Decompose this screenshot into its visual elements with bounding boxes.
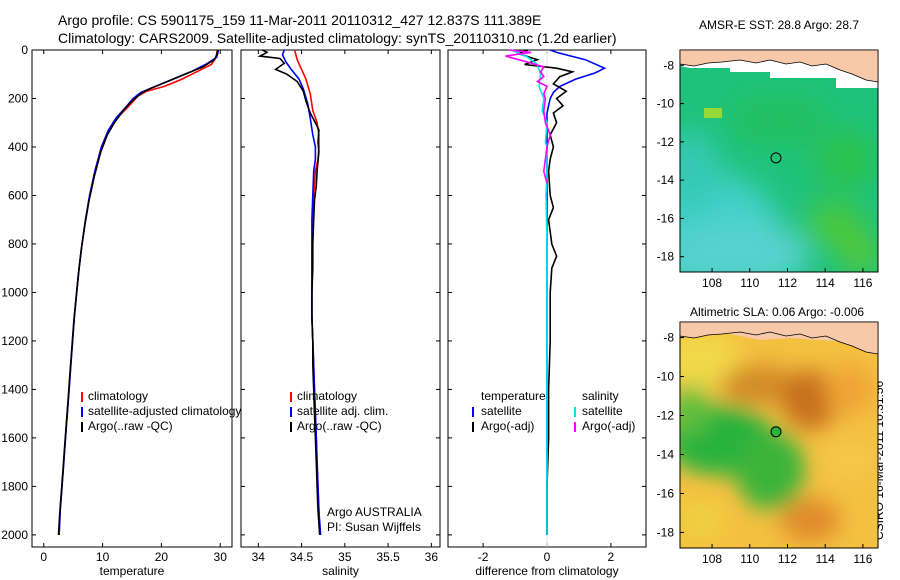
series-line	[515, 49, 576, 535]
y-tick-label: 600	[8, 188, 28, 202]
map-y-tick-label: -16	[657, 486, 675, 500]
x-tick-label: 2	[608, 550, 615, 564]
map-y-tick-label: -12	[657, 409, 675, 423]
map-x-tick-label: 114	[816, 276, 835, 290]
x-tick-label: 34	[252, 550, 266, 564]
map-y-tick-label: -18	[657, 250, 675, 264]
x-tick-label: 35	[338, 550, 352, 564]
series-line	[57, 49, 219, 535]
y-tick-label: 2000	[1, 528, 28, 542]
x-tick-label: 0	[544, 550, 551, 564]
sla-map: Altimetric SLA: 0.06 Argo: -0.006 108 110…	[657, 305, 879, 566]
x-tick-label: 30	[214, 550, 228, 564]
legend-label: satellite adj. clim.	[297, 404, 388, 418]
sla-map-title: Altimetric SLA: 0.06 Argo: -0.006	[690, 305, 864, 319]
series-line	[546, 49, 607, 535]
x-tick-label: 10	[96, 550, 110, 564]
map-y-tick-label: -16	[657, 211, 675, 225]
series-line	[58, 49, 219, 535]
map-y-tick-label: -12	[657, 135, 675, 149]
series-line	[505, 49, 552, 184]
x-tick-label: 20	[155, 550, 169, 564]
y-tick-label: 0	[21, 43, 28, 57]
sla-argo-marker	[770, 426, 782, 438]
legend-label: satellite-adjusted climatology	[88, 404, 241, 418]
map-y-tick-label: -14	[657, 173, 675, 187]
x-tick-label: 36	[425, 550, 439, 564]
header-line-2: Climatology: CARS2009. Satellite-adjuste…	[58, 30, 616, 46]
y-tick-label: 1200	[1, 334, 28, 348]
sst-map: AMSR-E SST: 28.8 Argo: 28.7 108 110 112 114…	[657, 18, 879, 290]
map-y-tick-label: -8	[663, 58, 674, 72]
y-tick-label: 1600	[1, 431, 28, 445]
series-line	[58, 49, 220, 535]
sst-field	[680, 50, 878, 272]
header-line-1: Argo profile: CS 5901175_159 11-Mar-2011…	[58, 12, 541, 28]
legend-label: salinity	[582, 389, 619, 403]
legend-label: temperature	[481, 389, 546, 403]
java-coast-2	[680, 322, 878, 355]
map-x-tick-label: 108	[702, 552, 722, 566]
map-x-tick-label: 116	[853, 276, 872, 290]
sst-argo-marker	[770, 152, 782, 164]
legend-label: climatology	[88, 389, 148, 403]
series-line	[511, 49, 548, 535]
map-x-tick-label: 116	[853, 552, 872, 566]
map-x-tick-label: 112	[778, 276, 797, 290]
java-coast	[680, 50, 878, 83]
x-axis-label: salinity	[322, 564, 359, 578]
map-y-tick-label: -18	[657, 525, 675, 539]
legend-label: Argo(..raw -QC)	[297, 419, 382, 433]
map-x-tick-label: 112	[778, 552, 797, 566]
x-tick-label: 0	[40, 550, 47, 564]
x-tick-label: 35.5	[376, 550, 400, 564]
legend-label: Argo(-adj)	[481, 419, 534, 433]
map-y-tick-label: -10	[657, 97, 675, 111]
temperature-profile-panel: 0 10 20 30 0 200 400 600 800 1000 1200 1400 1600 1800…	[1, 43, 241, 578]
map-y-tick-label: -10	[657, 370, 675, 384]
legend-label: satellite	[481, 404, 522, 418]
series-line	[257, 49, 321, 535]
y-tick-label: 1400	[1, 382, 28, 396]
annotation-text: Argo AUSTRALIA	[327, 505, 422, 519]
salinity-profile-panel: 34 34.5 35 35.5 36 salinity climatologysatelli…	[240, 49, 441, 578]
sst-map-title: AMSR-E SST: 28.8 Argo: 28.7	[699, 18, 859, 32]
annotation-text: PI: Susan Wijffels	[327, 520, 421, 534]
plot-frame	[31, 49, 233, 548]
sla-map-ticks: 108 110 112 114 116 -8 -10 -12 -14 -16 -18	[657, 331, 873, 566]
x-tick-label: -2	[478, 550, 489, 564]
x-tick-label: 34.5	[290, 550, 314, 564]
x-axis-label: temperature	[100, 564, 165, 578]
legend-label: climatology	[297, 389, 357, 403]
plot-frame	[240, 49, 441, 548]
series-line	[281, 49, 322, 535]
legend-label: satellite	[582, 404, 623, 418]
map-y-tick-label: -8	[663, 331, 674, 345]
y-tick-label: 1000	[1, 285, 28, 299]
map-x-tick-label: 108	[702, 276, 722, 290]
legend-label: Argo(-adj)	[582, 419, 635, 433]
map-x-tick-label: 110	[740, 552, 759, 566]
y-tick-label: 800	[8, 237, 28, 251]
y-tick-label: 400	[8, 140, 28, 154]
sla-field	[680, 322, 878, 548]
map-x-tick-label: 110	[740, 276, 759, 290]
y-tick-label: 200	[8, 91, 28, 105]
map-x-tick-label: 114	[816, 552, 835, 566]
x-axis-label: difference from climatology	[475, 564, 618, 578]
sst-map-ticks: 108 110 112 114 116 -8 -10 -12 -14 -16 -18	[657, 58, 873, 290]
legend-label: Argo(..raw -QC)	[88, 419, 173, 433]
y-tick-label: 1800	[1, 479, 28, 493]
map-y-tick-label: -14	[657, 447, 675, 461]
